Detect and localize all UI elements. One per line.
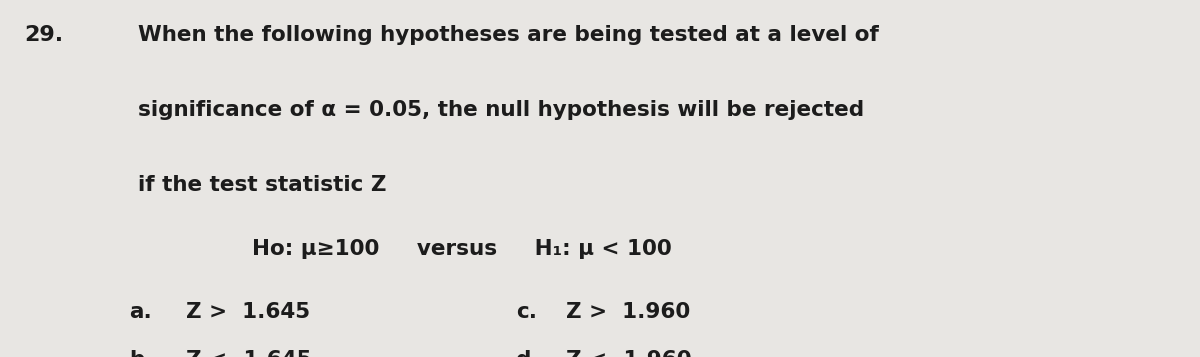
Text: Z >  1.960: Z > 1.960: [566, 302, 691, 322]
Text: b.: b.: [130, 350, 154, 357]
Text: a.: a.: [130, 302, 152, 322]
Text: When the following hypotheses are being tested at a level of: When the following hypotheses are being …: [138, 25, 878, 45]
Text: Z < -1.960: Z < -1.960: [566, 350, 692, 357]
Text: Z >  1.645: Z > 1.645: [186, 302, 310, 322]
Text: 29.: 29.: [24, 25, 64, 45]
Text: Ho: μ≥100     versus     H₁: μ < 100: Ho: μ≥100 versus H₁: μ < 100: [252, 239, 672, 259]
Text: if the test statistic Z: if the test statistic Z: [138, 175, 386, 195]
Text: d.: d.: [516, 350, 540, 357]
Text: Z < -1.645: Z < -1.645: [186, 350, 312, 357]
Text: c.: c.: [516, 302, 538, 322]
Text: significance of α = 0.05, the null hypothesis will be rejected: significance of α = 0.05, the null hypot…: [138, 100, 864, 120]
